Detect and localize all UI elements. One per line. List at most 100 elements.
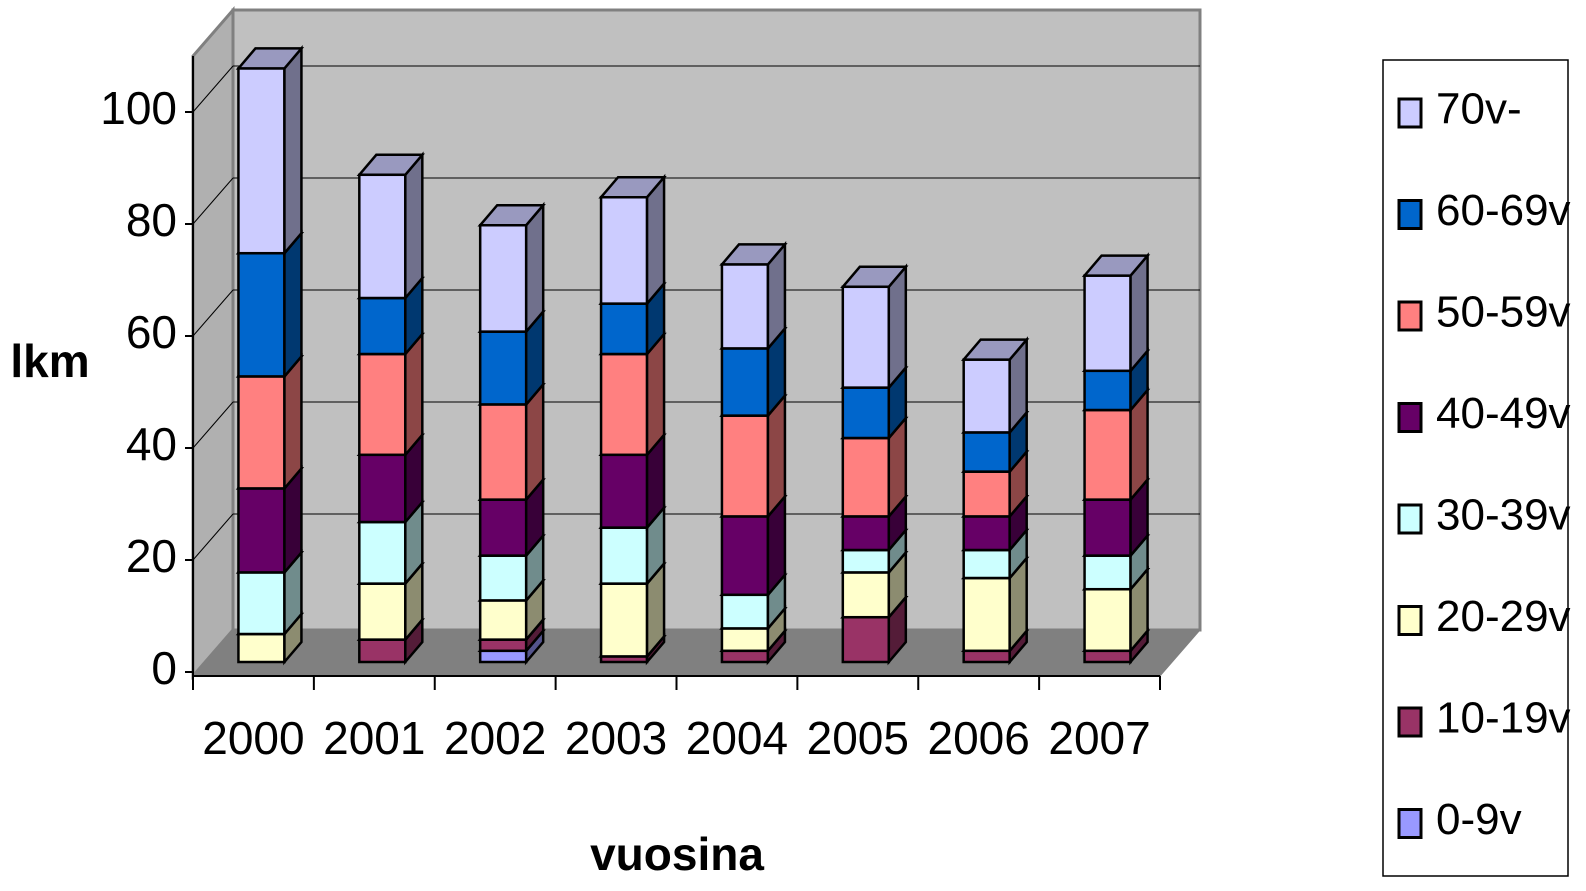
bar-segment: [599, 195, 649, 305]
bar-top: [1081, 254, 1151, 277]
grid-line: [192, 65, 234, 113]
bar-top: [840, 265, 909, 289]
bar-segment: [962, 649, 1011, 664]
x-tick-label: 2002: [444, 712, 546, 764]
bar-top: [356, 153, 426, 177]
bar-segment: [478, 649, 528, 664]
x-tick-label: 2007: [1048, 712, 1150, 764]
x-tick-label: 2005: [807, 712, 909, 764]
bar-segment: [962, 431, 1011, 473]
bar-side: [283, 44, 303, 257]
bar-segment: [599, 352, 649, 457]
x-tick-label: 2003: [565, 712, 667, 764]
bar-segment: [358, 638, 407, 664]
legend-swatch: [1397, 706, 1423, 738]
bar-side: [645, 173, 666, 308]
side-wall: [191, 5, 235, 681]
legend-label: 0-9v: [1436, 795, 1522, 844]
bar-segment: [841, 386, 891, 440]
bar-segment: [1083, 274, 1132, 373]
bar-segment: [962, 548, 1011, 580]
bar-side: [283, 229, 303, 380]
grid-line: [192, 401, 234, 449]
bar-top: [477, 203, 546, 227]
bar-segment: [358, 520, 407, 585]
grid-line: [192, 513, 234, 561]
legend-label: 40-49v: [1436, 389, 1571, 438]
bar-segment: [237, 67, 286, 255]
legend-label: 20-29v: [1436, 592, 1571, 641]
legend-label: 50-59v: [1436, 288, 1571, 337]
legend-label: 60-69v: [1436, 186, 1571, 235]
bar-side: [524, 201, 545, 336]
grid-line: [192, 289, 234, 337]
x-tick-label: 2000: [202, 712, 304, 764]
bar-segment: [841, 285, 891, 389]
bar-segment: [1083, 587, 1132, 653]
x-tick-label: 2001: [323, 712, 425, 764]
bar-segment: [237, 375, 286, 490]
bar-segment: [962, 576, 1011, 653]
bar-segment: [599, 526, 649, 585]
bar-segment: [478, 223, 528, 333]
legend-box: [1382, 59, 1569, 877]
x-tick-label: 2004: [686, 712, 788, 764]
legend-swatch: [1397, 97, 1423, 129]
bar-segment: [720, 347, 770, 417]
legend-swatch: [1397, 605, 1423, 636]
bar-segment: [1083, 554, 1132, 591]
bar-segment: [358, 173, 407, 300]
bar-segment: [841, 548, 891, 574]
bar-segment: [720, 263, 770, 350]
legend-label: 70v-: [1436, 85, 1522, 134]
bar-segment: [478, 554, 528, 602]
bar-segment: [237, 251, 286, 378]
y-tick-label: 20: [126, 530, 177, 582]
x-tick-label: 2006: [928, 712, 1030, 764]
bar-segment: [841, 436, 891, 518]
bar-segment: [841, 571, 891, 619]
bar-segment: [237, 632, 286, 664]
bar-segment: [962, 470, 1011, 518]
legend-label: 10-19v: [1436, 694, 1571, 743]
legend-swatch: [1397, 300, 1423, 332]
bar-segment: [1083, 369, 1132, 412]
bar-top: [598, 175, 667, 199]
bar-segment: [358, 352, 407, 457]
legend-swatch: [1397, 808, 1423, 839]
bar-segment: [720, 649, 770, 664]
bar-segment: [720, 627, 770, 653]
bar-top: [719, 243, 788, 266]
y-axis-label: lkm: [10, 335, 89, 387]
legend-swatch: [1397, 199, 1423, 230]
legend-label: 30-39v: [1436, 491, 1571, 540]
y-tick-label: 60: [126, 306, 177, 358]
bar-segment: [478, 498, 528, 557]
bar-segment: [478, 403, 528, 501]
bar-segment: [358, 453, 407, 524]
legend-swatch: [1397, 402, 1423, 433]
bar-side: [283, 352, 303, 492]
bar-segment: [841, 615, 891, 664]
y-tick-label: 100: [100, 82, 177, 134]
bar-segment: [237, 487, 286, 574]
bar-segment: [358, 296, 407, 356]
bar-segment: [599, 582, 649, 658]
bar-segment: [599, 453, 649, 529]
grid-line: [192, 177, 234, 225]
bar-top: [235, 47, 305, 70]
x-axis-label: vuosina: [590, 828, 764, 880]
bar-segment: [962, 515, 1011, 552]
bar-segment: [720, 414, 770, 518]
y-tick-label: 80: [126, 194, 177, 246]
bar-segment: [1083, 498, 1132, 557]
bar-segment: [720, 515, 770, 597]
y-tick-label: 0: [151, 642, 177, 694]
bar-segment: [478, 599, 528, 641]
bar-segment: [358, 582, 407, 641]
legend-swatch: [1397, 503, 1423, 535]
bar-segment: [841, 515, 891, 552]
bar-segment: [962, 358, 1011, 434]
bar-side: [404, 151, 424, 302]
